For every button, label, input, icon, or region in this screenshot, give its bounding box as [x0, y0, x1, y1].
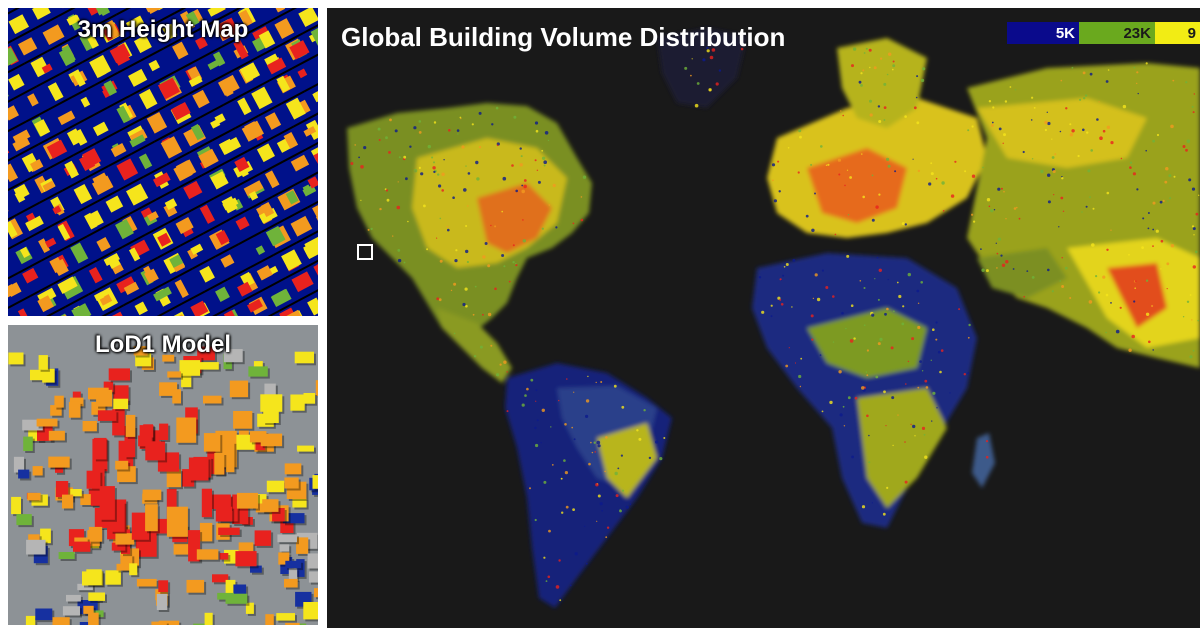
legend-swatch-mid: 23K	[1079, 22, 1155, 44]
madagascar-landmass	[972, 433, 995, 488]
volume-legend: 5K 23K 9	[1007, 22, 1200, 44]
lod1-model-title: LoD1 Model	[95, 331, 231, 358]
lod1-model-panel: LoD1 Model	[8, 325, 318, 625]
world-building-volume-map	[347, 28, 1200, 608]
legend-label-low: 5K	[1055, 24, 1075, 42]
world-map-panel: Global Building Volume Distribution 5K 2…	[327, 8, 1200, 628]
scandinavia-landmass	[837, 38, 927, 128]
central-america-landmass	[437, 308, 512, 383]
legend-swatch-low: 5K	[1007, 22, 1079, 44]
map-title: Global Building Volume Distribution	[341, 22, 786, 52]
study-area-marker	[357, 244, 373, 260]
height-map-title: 3m Height Map	[77, 16, 249, 43]
lod1-blocks	[8, 325, 318, 625]
lod1-model-image	[8, 325, 318, 625]
legend-swatch-high: 9	[1155, 22, 1200, 44]
legend-label-mid: 23K	[1123, 24, 1151, 42]
greenland-landmass	[657, 28, 747, 108]
height-map-panel: 3m Height Map	[8, 8, 318, 316]
legend-label-high: 9	[1187, 24, 1196, 42]
height-map-image	[8, 8, 318, 316]
height-map-blocks	[8, 8, 318, 316]
